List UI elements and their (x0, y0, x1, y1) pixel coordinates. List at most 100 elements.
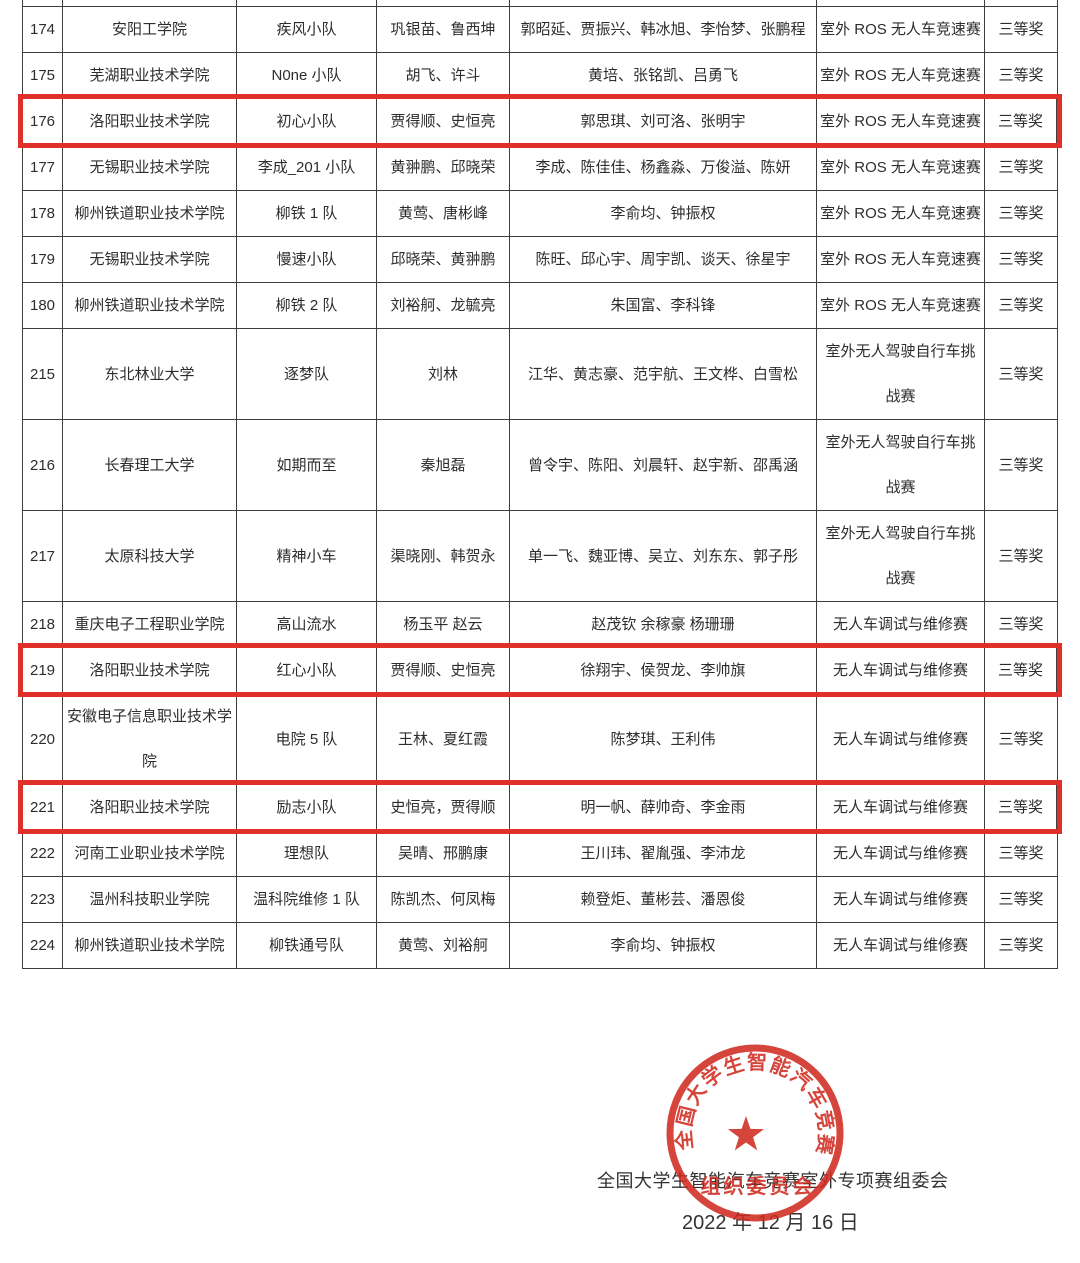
cell-members: 朱国富、李科锋 (510, 283, 817, 328)
cell-award: 三等奖 (998, 67, 1044, 84)
cell-award: 三等奖 (998, 251, 1044, 268)
cell-university: 芜湖职业技术学院 (63, 53, 237, 98)
table-row: 222 河南工业职业技术学院 理想队 吴晴、邢鹏康 王川玮、翟胤强、李沛龙 无人车调试与维… (23, 831, 1057, 877)
cell-coaches: 黄莺、刘裕舸 (377, 923, 510, 968)
cell-university: 柳州铁道职业技术学院 (63, 923, 237, 968)
table-row: 219 洛阳职业技术学院 红心小队 贾得顺、史恒亮 徐翔宇、侯贺龙、李帅旗 无人车调试与维… (18, 643, 1062, 697)
cell-award: 三等奖 (998, 891, 1044, 908)
cell-award: 三等奖 (998, 937, 1044, 954)
cell-members: 郭昭延、贾振兴、韩冰旭、李怡梦、张鹏程 (510, 7, 817, 52)
cell-competition: 无人车调试与维修赛 (817, 648, 985, 693)
cell-coaches: 史恒亮，贾得顺 (377, 785, 510, 830)
cell-award: 三等奖 (998, 456, 1044, 474)
cell-members: 李成、陈佳佳、杨鑫淼、万俊溢、陈妍 (510, 145, 817, 190)
cell-award: 三等奖 (985, 648, 1057, 693)
cell-coaches: 王林、夏红霞 (377, 694, 510, 784)
cell-competition: 室外 ROS 无人车竞速赛 (817, 283, 985, 328)
cell-coaches: 渠晓刚、韩贺永 (377, 511, 510, 601)
cell-team: 理想队 (237, 831, 377, 876)
cell-coaches: 黄莺、唐彬峰 (377, 191, 510, 236)
cell-no: 223 (23, 877, 63, 922)
cell-coaches: 刘裕舸、龙毓亮 (377, 283, 510, 328)
cell-competition: 室外 ROS 无人车竞速赛 (817, 145, 985, 190)
cell-coaches: 贾得顺、史恒亮 (377, 99, 510, 144)
cell-award: 三等奖 (998, 616, 1044, 633)
cell-award: 三等奖 (998, 205, 1044, 222)
cell-no: 221 (23, 785, 63, 830)
table-row: 179 无锡职业技术学院 慢速小队 邱晓荣、黄翀鹏 陈旺、邱心宇、周宇凯、谈天、徐星宇室… (23, 237, 1057, 283)
seal-center-text: 组织委员会 (701, 1174, 816, 1198)
stub-cell (985, 0, 1057, 6)
table-row: 220 安徽电子信息职业技术学院 电院 5 队王林、夏红霞 陈梦琪、王利伟 无人车调试与… (23, 694, 1057, 785)
table-row: 216 长春理工大学 如期而至 秦旭磊 曾令宇、陈阳、刘晨轩、赵宇新、邵禹涵 室外无人驾驶… (23, 420, 1057, 511)
stub-cell (377, 0, 510, 6)
table-row: 177 无锡职业技术学院 李成_201 小队 黄翀鹏、邱晓荣 李成、陈佳佳、杨鑫淼、万俊… (23, 145, 1057, 191)
cell-award: 三等奖 (985, 99, 1057, 144)
table-row: 221 洛阳职业技术学院 励志小队 史恒亮，贾得顺 明一帆、薛帅奇、李金雨 无人车调试与维… (18, 780, 1062, 834)
table-row: 224 柳州铁道职业技术学院 柳铁通号队 黄莺、刘裕舸 李俞均、钟振权 无人车调试与维修赛… (23, 923, 1057, 969)
cell-competition: 无人车调试与维修赛 (817, 602, 985, 647)
cell-members: 陈梦琪、王利伟 (510, 694, 817, 784)
cell-members: 李俞均、钟振权 (510, 191, 817, 236)
cell-university: 重庆电子工程职业学院 (63, 602, 237, 647)
cell-team: 初心小队 (237, 99, 377, 144)
cell-university: 安徽电子信息职业技术学院 (63, 694, 237, 784)
cell-members: 徐翔宇、侯贺龙、李帅旗 (510, 648, 817, 693)
cell-award: 三等奖 (998, 730, 1044, 748)
awards-table: 174 安阳工学院 疾风小队 巩银苗、鲁西坤 郭昭延、贾振兴、韩冰旭、李怡梦、张鹏程 室外… (18, 0, 1062, 969)
cell-coaches: 刘林 (377, 329, 510, 419)
cell-competition: 无人车调试与维修赛 (817, 831, 985, 876)
cell-team: 如期而至 (237, 420, 377, 510)
cell-team: 励志小队 (237, 785, 377, 830)
cell-no: 218 (23, 602, 63, 647)
table-row: 215 东北林业大学 逐梦队 刘林 江华、黄志豪、范宇航、王文桦、白雪松 室外无人驾驶自行… (23, 329, 1057, 420)
cell-competition: 无人车调试与维修赛 (817, 923, 985, 968)
table-row: 175 芜湖职业技术学院 N0ne 小队 胡飞、许斗 黄培、张铭凯、吕勇飞 室外 ROS … (23, 53, 1057, 99)
cell-university: 太原科技大学 (63, 511, 237, 601)
cell-award: 三等奖 (998, 365, 1044, 383)
cell-coaches: 邱晓荣、黄翀鹏 (377, 237, 510, 282)
cell-team: 李成_201 小队 (237, 145, 377, 190)
cell-team: 逐梦队 (237, 329, 377, 419)
cell-team: 柳铁 1 队 (237, 191, 377, 236)
cell-award: 三等奖 (998, 159, 1044, 176)
cell-university: 柳州铁道职业技术学院 (63, 191, 237, 236)
cell-team: 疾风小队 (237, 7, 377, 52)
cell-no: 220 (23, 694, 63, 784)
stub-cell (237, 0, 377, 6)
table-row: 180 柳州铁道职业技术学院 柳铁 2 队刘裕舸、龙毓亮 朱国富、李科锋 室外 ROS … (23, 283, 1057, 329)
cell-competition: 室外 ROS 无人车竞速赛 (817, 191, 985, 236)
cell-competition: 室外 ROS 无人车竞速赛 (817, 7, 985, 52)
cell-team: N0ne 小队 (237, 53, 377, 98)
cell-competition: 室外 ROS 无人车竞速赛 (817, 237, 985, 282)
cell-university: 洛阳职业技术学院 (63, 99, 237, 144)
official-seal-stamp: 全国大学生智能汽车竞赛室外专项赛 组织委员会 (660, 1040, 844, 1222)
cell-coaches: 黄翀鹏、邱晓荣 (377, 145, 510, 190)
cell-team: 红心小队 (237, 648, 377, 693)
cell-coaches: 秦旭磊 (377, 420, 510, 510)
cell-team: 柳铁 2 队 (237, 283, 377, 328)
stub-cell (23, 0, 63, 6)
table-row: 178 柳州铁道职业技术学院 柳铁 1 队黄莺、唐彬峰 李俞均、钟振权 室外 ROS 无… (23, 191, 1057, 237)
cell-members: 王川玮、翟胤强、李沛龙 (510, 831, 817, 876)
table-row: 217 太原科技大学 精神小车 渠晓刚、韩贺永 单一飞、魏亚博、吴立、刘东东、郭子彤 室外… (23, 511, 1057, 602)
cell-no: 177 (23, 145, 63, 190)
cell-competition: 室外无人驾驶自行车挑战赛 (817, 329, 985, 419)
signature-date: 2022 年 12 月 16 日 (682, 1212, 859, 1234)
cell-members: 赵茂钦 余稼豪 杨珊珊 (510, 602, 817, 647)
cell-university: 柳州铁道职业技术学院 (63, 283, 237, 328)
cell-award: 三等奖 (998, 547, 1044, 565)
cell-members: 江华、黄志豪、范宇航、王文桦、白雪松 (510, 329, 817, 419)
cell-no: 219 (23, 648, 63, 693)
cell-coaches: 吴晴、邢鹏康 (377, 831, 510, 876)
cell-no: 179 (23, 237, 63, 282)
cell-award: 三等奖 (998, 21, 1044, 38)
cell-university: 温州科技职业学院 (63, 877, 237, 922)
cell-no: 178 (23, 191, 63, 236)
cell-competition: 室外无人驾驶自行车挑战赛 (817, 511, 985, 601)
table-row: 223 温州科技职业学院 温科院维修 1 队陈凯杰、何凤梅 赖登炬、董彬芸、潘恩俊 无人… (23, 877, 1057, 923)
cell-coaches: 陈凯杰、何凤梅 (377, 877, 510, 922)
cell-university: 无锡职业技术学院 (63, 237, 237, 282)
cell-members: 单一飞、魏亚博、吴立、刘东东、郭子彤 (510, 511, 817, 601)
cell-no: 215 (23, 329, 63, 419)
